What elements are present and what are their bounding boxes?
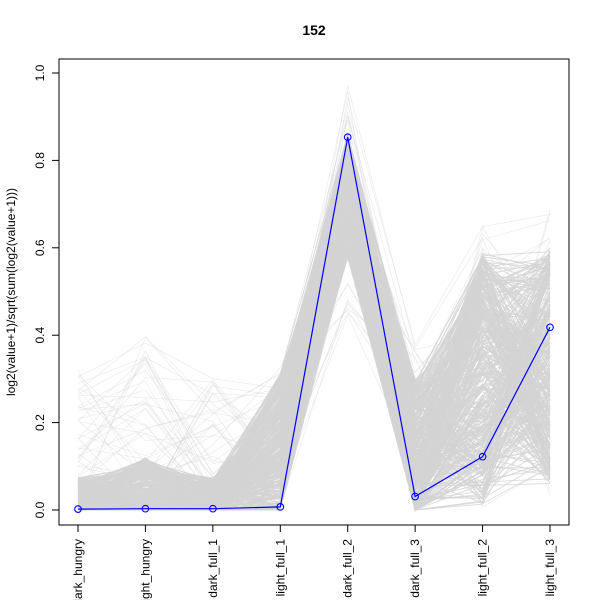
y-tick-label: 0.8 bbox=[33, 152, 47, 169]
x-tick-label: dark_full_1 bbox=[206, 539, 220, 598]
highlight-line bbox=[77, 137, 551, 510]
x-tick-label: light_full_2 bbox=[476, 539, 490, 597]
background-line bbox=[77, 215, 551, 502]
background-line bbox=[77, 248, 551, 477]
background-line bbox=[77, 143, 551, 510]
y-tick-label: 0.6 bbox=[33, 239, 47, 256]
highlight-point bbox=[343, 133, 352, 142]
x-tick-label: light_full_1 bbox=[273, 539, 287, 597]
background-line bbox=[77, 256, 551, 511]
background-line bbox=[77, 116, 551, 486]
background-line bbox=[77, 258, 551, 505]
highlight-point bbox=[478, 452, 487, 461]
highlight-point bbox=[276, 503, 285, 511]
y-axis: 0.0 0.2 0.4 0.6 0.8 1.0 bbox=[33, 64, 60, 518]
y-tick-label: 0.0 bbox=[33, 501, 47, 518]
y-tick-label: 0.4 bbox=[33, 327, 47, 344]
highlight-point bbox=[546, 323, 554, 332]
x-axis: dark_hungry light_hungry dark_full_1 light_… bbox=[71, 524, 557, 600]
background-line bbox=[77, 133, 551, 511]
background-line bbox=[77, 115, 551, 464]
background-line bbox=[77, 212, 551, 496]
y-axis-label: log2(value+1)/sqrt(sum(log2(value+1))) bbox=[4, 188, 18, 396]
highlight-series bbox=[74, 133, 554, 513]
background-line bbox=[77, 157, 551, 510]
highlight-point bbox=[209, 504, 217, 513]
highlight-point bbox=[74, 505, 82, 513]
highlight-point bbox=[411, 492, 419, 501]
x-tick-label: dark_full_2 bbox=[341, 539, 355, 598]
background-line bbox=[77, 175, 551, 511]
x-tick-label: light_hungry bbox=[138, 539, 152, 600]
y-tick-label: 1.0 bbox=[33, 64, 47, 81]
x-tick-label: light_full_3 bbox=[543, 539, 557, 597]
background-line bbox=[77, 141, 551, 511]
background-line bbox=[77, 188, 551, 499]
x-tick-label: dark_hungry bbox=[71, 539, 85, 600]
background-line bbox=[77, 169, 551, 511]
highlight-point bbox=[141, 504, 150, 513]
background-line bbox=[78, 239, 551, 511]
background-line bbox=[77, 232, 551, 508]
background-line bbox=[77, 238, 551, 510]
x-tick-label: dark_full_3 bbox=[408, 539, 422, 598]
y-tick-label: 0.2 bbox=[33, 414, 47, 431]
chart-title: 152 bbox=[302, 22, 326, 38]
background-lines bbox=[77, 85, 551, 512]
